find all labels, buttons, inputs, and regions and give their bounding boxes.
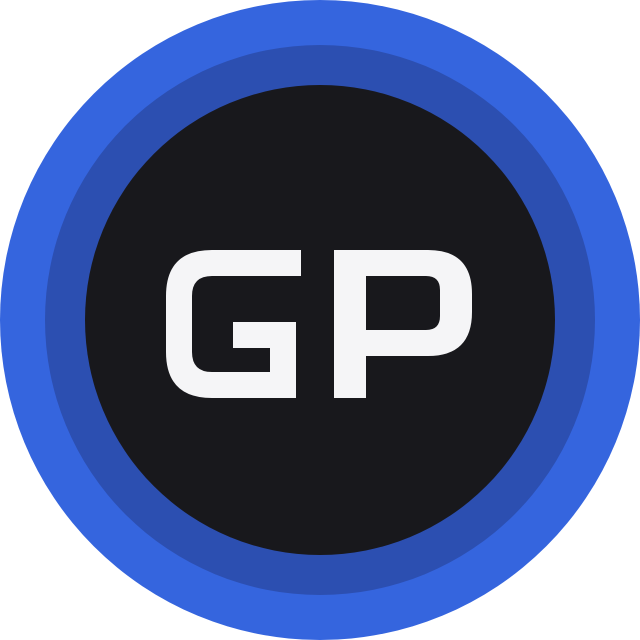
gp-monogram	[166, 250, 472, 398]
dark-center-disc	[85, 85, 555, 555]
letter-g	[166, 250, 301, 398]
letter-p	[334, 250, 472, 398]
